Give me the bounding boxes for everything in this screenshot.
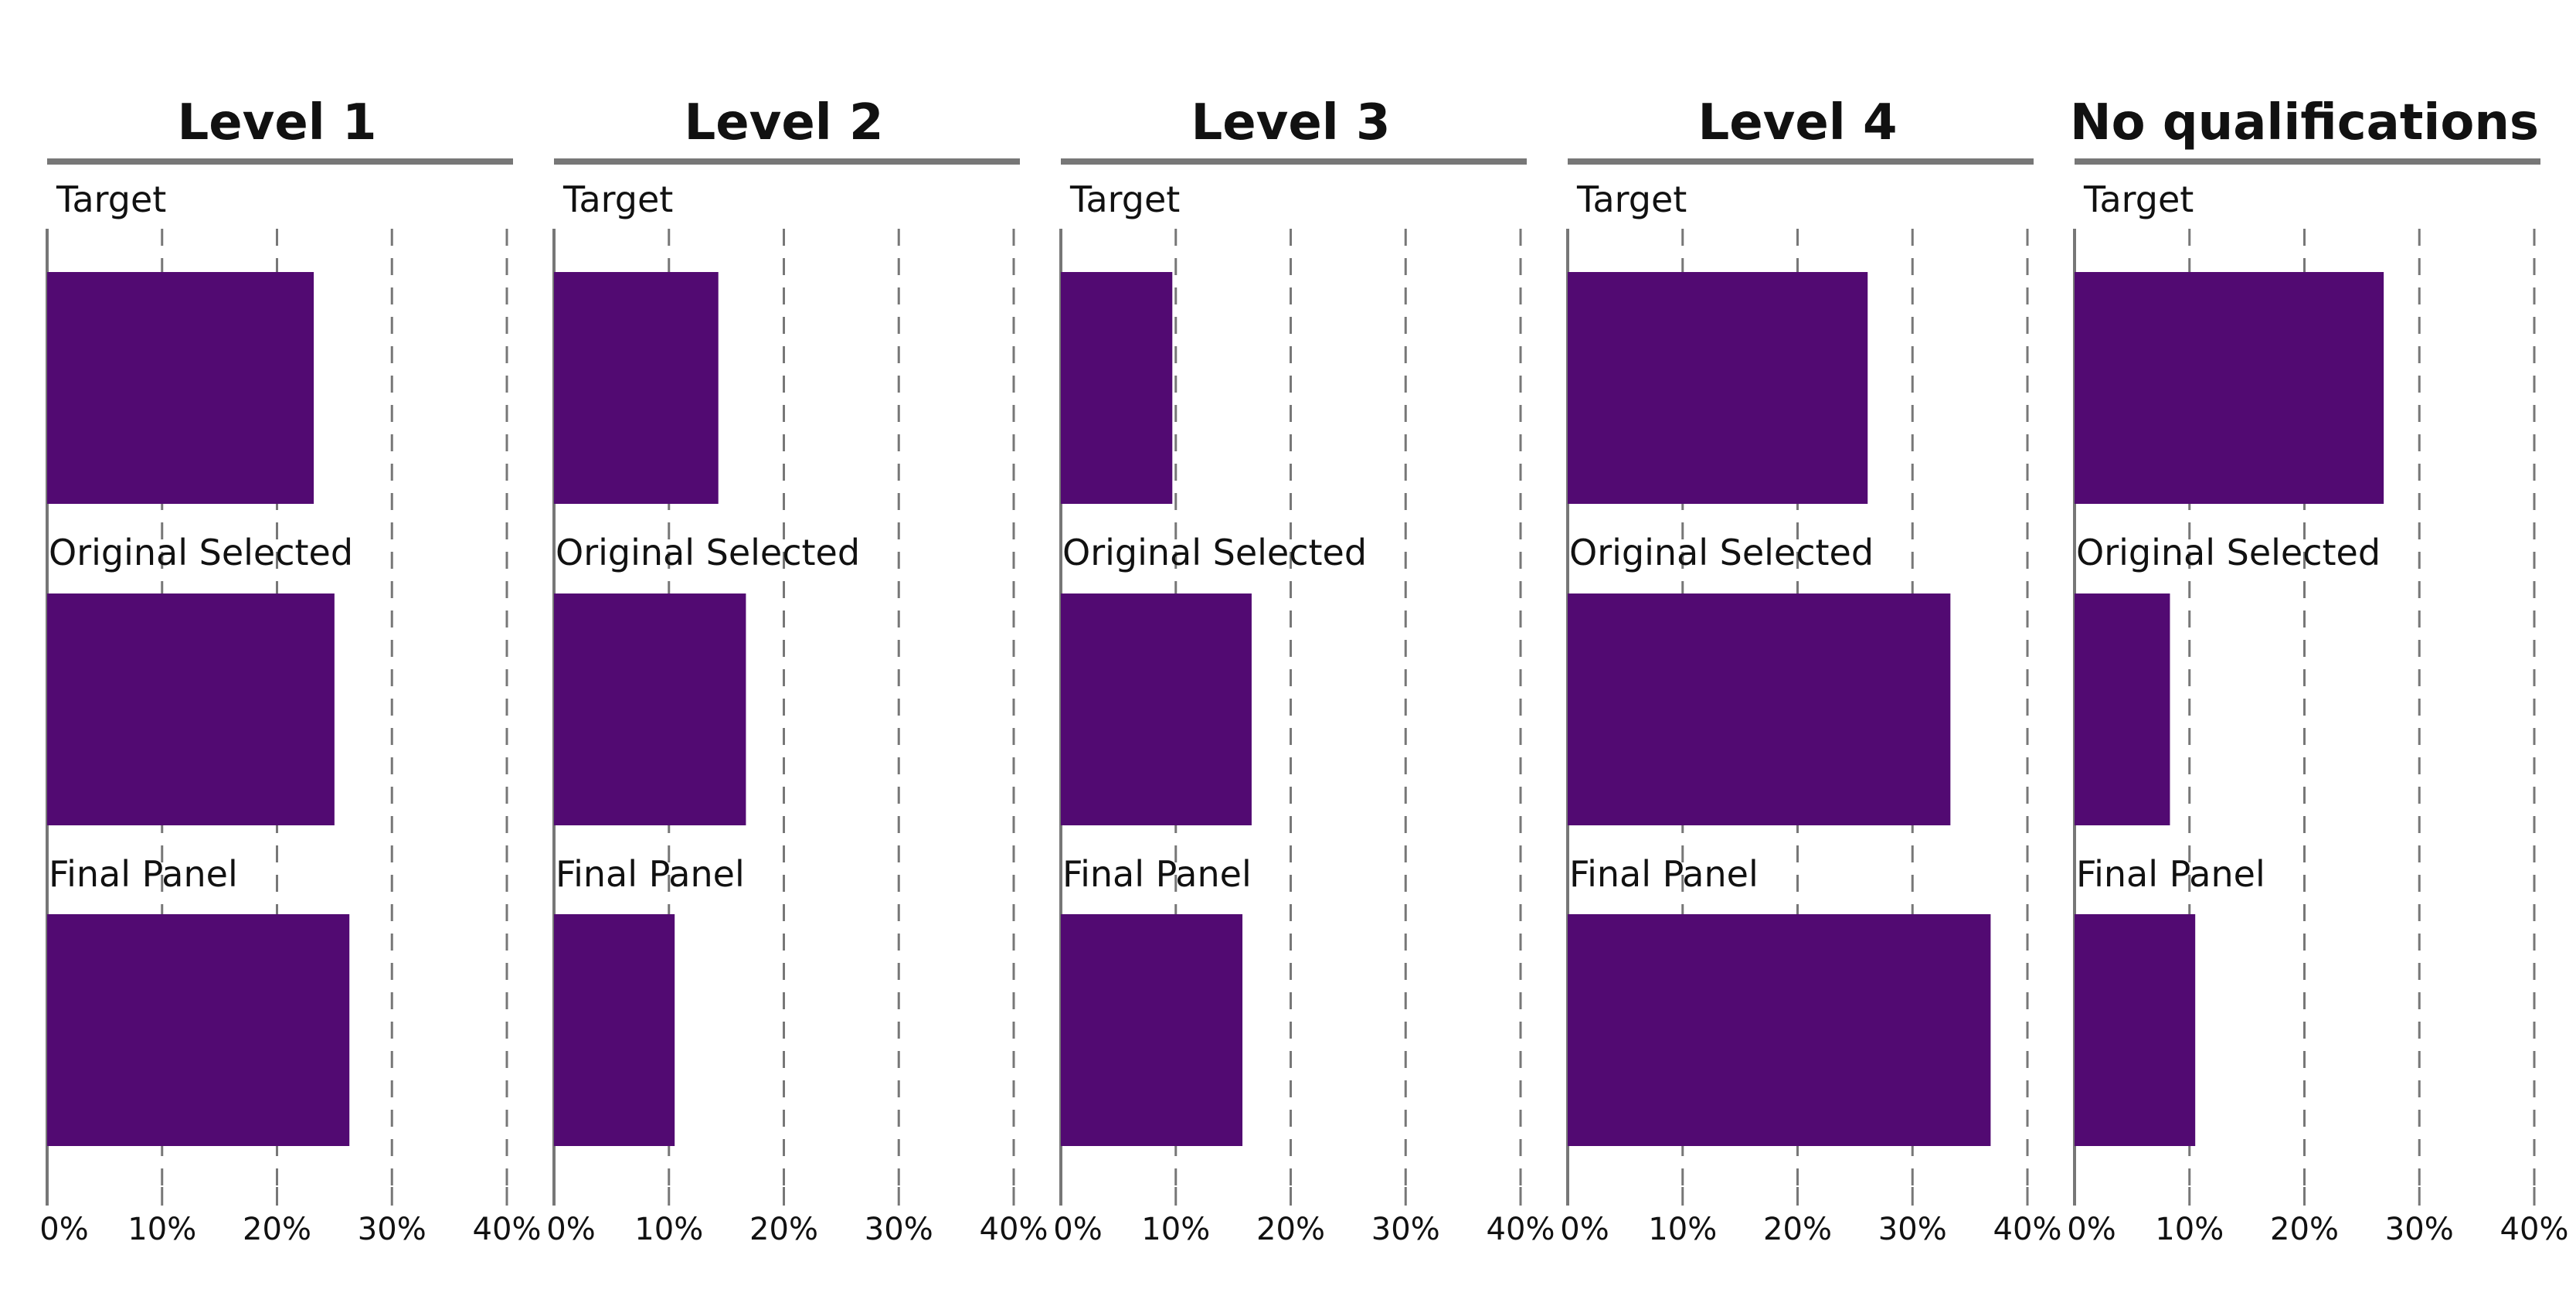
x-tick-label: 40% bbox=[980, 1212, 1048, 1247]
category-label-target: Target bbox=[1069, 179, 1180, 220]
x-tick-label: 30% bbox=[358, 1212, 427, 1247]
x-tick-label: 0% bbox=[1560, 1212, 1609, 1247]
bar-level-1-final-panel bbox=[47, 914, 350, 1146]
x-tick-label: 0% bbox=[1053, 1212, 1102, 1247]
bar-no-qualifications-target bbox=[2075, 272, 2384, 504]
facet-title-level-4: Level 4 bbox=[1698, 94, 1897, 151]
category-label-final-panel: Final Panel bbox=[1062, 853, 1252, 895]
category-label-original-selected: Original Selected bbox=[556, 532, 860, 573]
category-label-original-selected: Original Selected bbox=[1569, 532, 1874, 573]
x-tick-label: 10% bbox=[127, 1212, 196, 1247]
x-tick-label: 10% bbox=[1648, 1212, 1717, 1247]
x-tick-label: 0% bbox=[2067, 1212, 2116, 1247]
bar-no-qualifications-original-selected bbox=[2075, 593, 2170, 825]
x-tick-label: 20% bbox=[749, 1212, 818, 1247]
category-label-target: Target bbox=[562, 179, 673, 220]
x-tick-label: 40% bbox=[2500, 1212, 2569, 1247]
x-tick-label: 30% bbox=[1878, 1212, 1947, 1247]
facet-title-level-2: Level 2 bbox=[684, 94, 883, 151]
bar-level-4-target bbox=[1568, 272, 1868, 504]
category-label-target: Target bbox=[1576, 179, 1687, 220]
bar-level-1-original-selected bbox=[47, 593, 335, 825]
x-tick-label: 0% bbox=[39, 1212, 88, 1247]
x-tick-label: 0% bbox=[546, 1212, 595, 1247]
x-tick-label: 40% bbox=[1487, 1212, 1555, 1247]
bar-no-qualifications-final-panel bbox=[2075, 914, 2196, 1146]
category-label-final-panel: Final Panel bbox=[49, 853, 238, 895]
bar-level-1-target bbox=[47, 272, 314, 504]
x-tick-label: 40% bbox=[473, 1212, 542, 1247]
x-tick-label: 20% bbox=[2270, 1212, 2339, 1247]
x-tick-label: 40% bbox=[1993, 1212, 2062, 1247]
facet-title-level-1: Level 1 bbox=[177, 94, 376, 151]
bar-level-3-original-selected bbox=[1061, 593, 1252, 825]
x-tick-label: 10% bbox=[1141, 1212, 1210, 1247]
category-label-target: Target bbox=[56, 179, 166, 220]
category-label-original-selected: Original Selected bbox=[49, 532, 353, 573]
bar-level-3-final-panel bbox=[1061, 914, 1243, 1146]
bar-level-2-final-panel bbox=[554, 914, 675, 1146]
category-label-target: Target bbox=[2083, 179, 2194, 220]
x-tick-label: 30% bbox=[2385, 1212, 2454, 1247]
x-tick-label: 20% bbox=[243, 1212, 311, 1247]
bar-level-4-original-selected bbox=[1568, 593, 1951, 825]
category-label-final-panel: Final Panel bbox=[556, 853, 745, 895]
bar-level-2-original-selected bbox=[554, 593, 746, 825]
bar-level-3-target bbox=[1061, 272, 1173, 504]
category-label-final-panel: Final Panel bbox=[2076, 853, 2265, 895]
x-tick-label: 10% bbox=[2155, 1212, 2224, 1247]
facet-title-no-qualifications: No qualifications bbox=[2070, 94, 2539, 151]
category-label-final-panel: Final Panel bbox=[1569, 853, 1759, 895]
category-label-original-selected: Original Selected bbox=[2076, 532, 2381, 573]
facet-title-level-3: Level 3 bbox=[1191, 94, 1390, 151]
x-tick-label: 30% bbox=[865, 1212, 933, 1247]
bar-level-2-target bbox=[554, 272, 719, 504]
x-tick-label: 20% bbox=[1256, 1212, 1325, 1247]
x-tick-label: 10% bbox=[634, 1212, 703, 1247]
category-label-original-selected: Original Selected bbox=[1062, 532, 1367, 573]
x-tick-label: 30% bbox=[1371, 1212, 1440, 1247]
bar-level-4-final-panel bbox=[1568, 914, 1991, 1146]
x-tick-label: 20% bbox=[1763, 1212, 1832, 1247]
